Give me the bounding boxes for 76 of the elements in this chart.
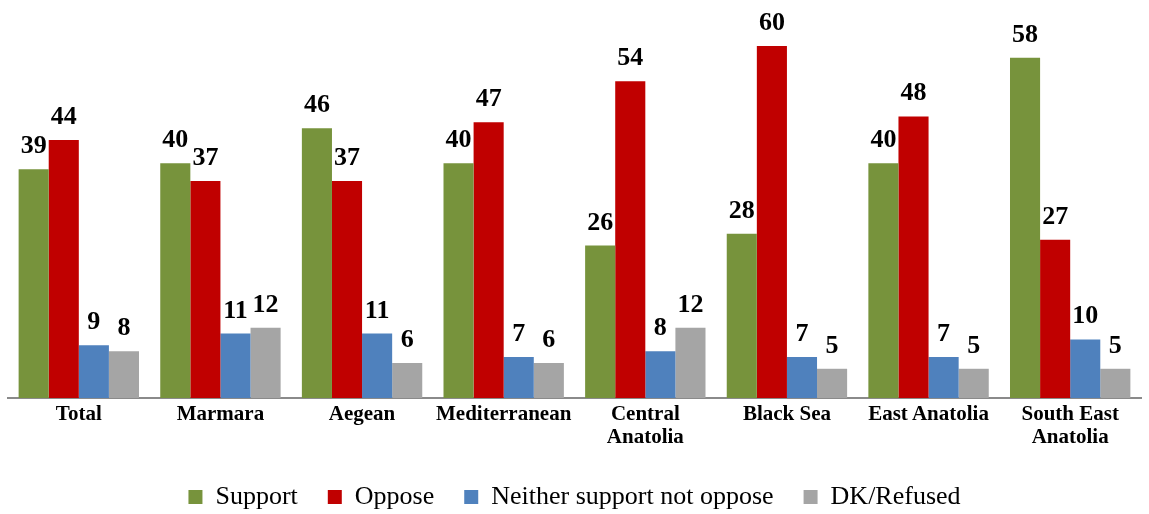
data-label: 7 <box>795 318 809 348</box>
bar <box>1100 368 1131 399</box>
data-label: 7 <box>937 318 951 348</box>
data-label: 44 <box>50 100 77 130</box>
bar <box>473 122 504 399</box>
bar <box>726 233 757 399</box>
bar <box>898 116 929 399</box>
bar <box>928 357 959 399</box>
x-tick-label: East Anatolia <box>868 400 990 425</box>
data-label: 54 <box>617 42 644 72</box>
legend-label: DK/Refused <box>830 480 961 510</box>
bar <box>220 333 251 399</box>
bar <box>331 180 363 399</box>
x-tick-label: Black Sea <box>742 400 832 425</box>
x-tick-label: South East Anatolia <box>1021 400 1119 449</box>
data-label: 12 <box>677 288 704 318</box>
data-label: 10 <box>1072 300 1099 330</box>
data-label: 40 <box>445 124 472 154</box>
bar <box>958 368 989 399</box>
bar <box>615 81 646 399</box>
bar <box>533 362 564 399</box>
bar <box>786 357 818 399</box>
data-label: 7 <box>512 318 526 348</box>
x-tick-label: Central Anatolia <box>606 400 685 449</box>
bar <box>756 46 787 399</box>
x-tick-label: Aegean <box>328 400 396 425</box>
bar <box>817 368 848 399</box>
data-label: 12 <box>252 288 279 318</box>
legend-label: Support <box>215 480 299 510</box>
data-label: 47 <box>475 83 502 113</box>
data-label: 26 <box>587 206 614 236</box>
bar <box>585 245 616 399</box>
bar <box>675 327 706 399</box>
data-label: 37 <box>334 141 361 171</box>
data-label: 40 <box>870 124 897 154</box>
x-tick-label: Total <box>55 400 102 425</box>
bar <box>503 357 534 399</box>
bar <box>108 351 139 399</box>
data-label: 8 <box>117 312 131 342</box>
data-label: 46 <box>303 89 330 119</box>
bar <box>78 345 109 399</box>
data-label: 27 <box>1042 200 1069 230</box>
legend-label: Oppose <box>354 480 435 510</box>
bar <box>18 169 49 399</box>
data-label: 11 <box>364 294 390 324</box>
data-label: 5 <box>1108 329 1122 359</box>
data-label: 5 <box>967 329 981 359</box>
bar <box>48 139 79 399</box>
bar <box>1040 239 1071 399</box>
bar <box>645 351 676 399</box>
data-label: 5 <box>825 329 839 359</box>
legend-label: Neither support not oppose <box>491 480 774 510</box>
data-label: 37 <box>192 141 219 171</box>
bar <box>1010 57 1041 399</box>
data-label: 6 <box>400 323 414 353</box>
data-label: 28 <box>728 194 755 224</box>
bar <box>868 163 899 399</box>
bar <box>362 333 393 399</box>
bar <box>443 163 474 399</box>
bar <box>392 362 423 399</box>
data-label: 9 <box>87 306 101 336</box>
data-label: 48 <box>900 77 927 107</box>
bar <box>190 180 221 399</box>
bar <box>250 327 281 399</box>
bar <box>160 163 191 399</box>
bar <box>301 128 332 399</box>
x-tick-label: Mediterranean <box>436 400 572 425</box>
data-label: 6 <box>542 323 556 353</box>
data-label: 8 <box>653 312 667 342</box>
data-label: 11 <box>223 294 248 324</box>
data-label: 58 <box>1012 18 1039 48</box>
x-tick-label: Marmara <box>176 400 265 425</box>
bar <box>1070 339 1101 399</box>
data-label: 40 <box>162 124 189 154</box>
data-label: 39 <box>20 130 47 160</box>
data-label: 60 <box>758 7 785 36</box>
